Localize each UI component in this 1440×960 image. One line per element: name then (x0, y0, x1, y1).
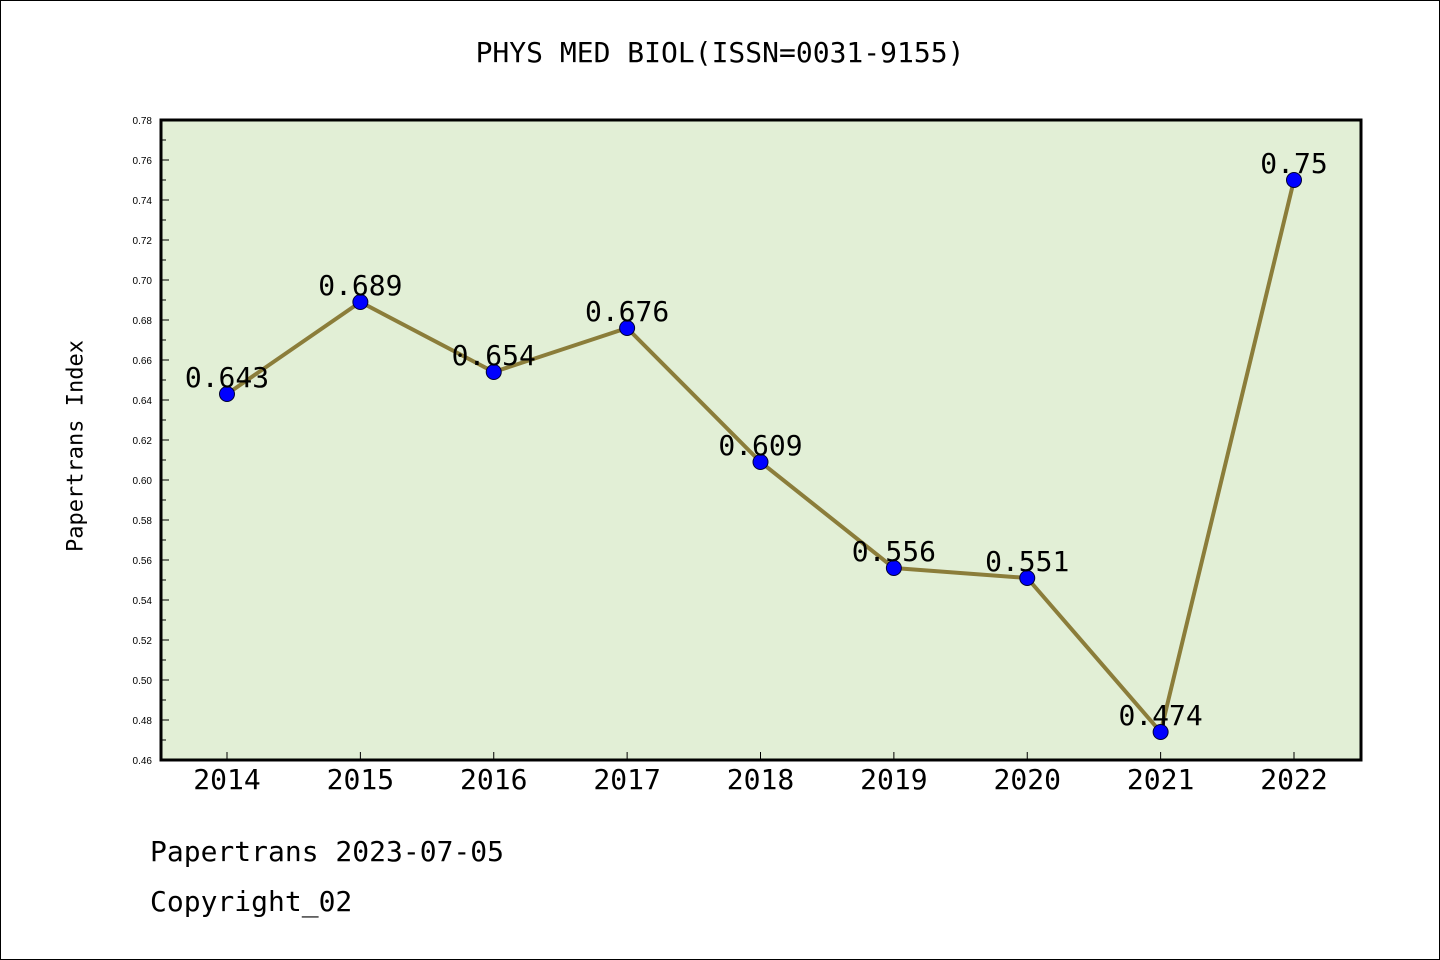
x-tick-label: 2014 (193, 763, 260, 796)
data-point (752, 454, 769, 470)
y-tick-label: 0.60 (133, 476, 153, 487)
y-tick-label: 0.52 (133, 636, 153, 647)
y-tick-label: 0.54 (133, 596, 153, 607)
x-axis-ticks: 2014 2015 2016 2017 2018 2019 2020 2021 2022 (193, 752, 1328, 796)
y-tick-label: 0.58 (133, 516, 153, 527)
y-tick-label: 0.72 (133, 236, 153, 247)
data-label: 0.676 (585, 295, 669, 328)
data-labels: 0.643 0.689 0.654 0.676 0.609 0.556 0.551 0.474… (185, 147, 1328, 732)
data-point (1152, 724, 1169, 740)
x-tick-label: 2015 (327, 763, 394, 796)
x-tick-label: 2019 (860, 763, 927, 796)
y-tick-label: 0.48 (133, 716, 153, 727)
x-tick-label: 2022 (1260, 763, 1327, 796)
footer-copyright: Copyright_02 (150, 885, 353, 918)
data-point (485, 364, 502, 380)
data-markers (219, 172, 1302, 740)
y-tick-label: 0.70 (133, 276, 153, 287)
data-point (1019, 570, 1036, 586)
y-tick-label: 0.64 (133, 396, 153, 407)
data-label: 0.556 (852, 535, 936, 568)
x-tick-label: 2016 (460, 763, 527, 796)
y-tick-label: 0.78 (133, 116, 153, 127)
y-tick-label: 0.62 (133, 436, 153, 447)
data-label: 0.75 (1260, 147, 1327, 180)
data-point (1286, 172, 1302, 188)
x-tick-label: 2020 (994, 763, 1061, 796)
data-label: 0.689 (318, 269, 402, 302)
footer-date: Papertrans 2023-07-05 (150, 835, 505, 868)
data-point (352, 294, 369, 310)
y-tick-label: 0.50 (133, 676, 153, 687)
plot-border (159, 118, 1363, 762)
data-label: 0.654 (452, 339, 536, 372)
data-point (885, 560, 902, 576)
y-tick-label: 0.66 (133, 356, 153, 367)
data-point (219, 386, 235, 402)
data-label: 0.474 (1118, 699, 1202, 732)
y-tick-label: 0.76 (133, 156, 153, 167)
plot-area (161, 120, 1361, 760)
data-point (619, 320, 636, 336)
y-tick-label: 0.68 (133, 316, 153, 327)
x-tick-label: 2018 (727, 763, 794, 796)
x-tick-label: 2017 (593, 763, 660, 796)
y-tick-label: 0.56 (133, 556, 153, 567)
data-label: 0.551 (985, 545, 1069, 578)
y-axis-ticks: 0.46 0.48 0.50 0.52 0.54 0.56 0.58 0.60 0.62 0.64… (133, 116, 169, 767)
data-label: 0.609 (718, 429, 802, 462)
y-tick-label: 0.46 (133, 756, 153, 767)
data-label: 0.643 (185, 361, 269, 394)
chart-title: PHYS MED BIOL(ISSN=0031-9155) (475, 36, 965, 69)
x-tick-label: 2021 (1127, 763, 1194, 796)
y-tick-label: 0.74 (133, 196, 153, 207)
